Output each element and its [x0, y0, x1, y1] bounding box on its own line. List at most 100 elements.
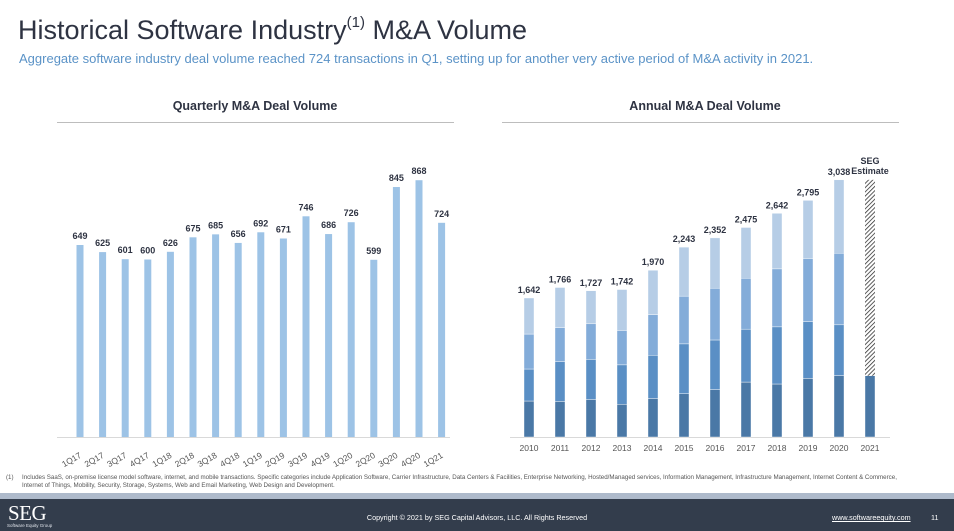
annual-bar-segment-q4	[647, 270, 659, 315]
annual-total-label: 1,642	[518, 285, 541, 295]
annual-bar-segment-q4	[523, 297, 535, 335]
annual-bar-segment-q1	[864, 375, 876, 438]
page-number: 11	[931, 513, 939, 522]
quarterly-bar-label: 724	[434, 209, 449, 219]
seg-logo-subtitle: Software Equity Group	[7, 523, 53, 528]
website-link[interactable]: www.softwareequity.com	[832, 513, 911, 522]
title-tail: M&A Volume	[364, 15, 528, 45]
quarterly-bar	[438, 222, 446, 437]
annual-bar-segment-q4	[833, 179, 845, 254]
annual-bar-segment-q1	[647, 398, 659, 438]
seg-logo: SEG	[8, 501, 47, 525]
annual-total-label: 2,795	[797, 187, 820, 197]
annual-total-label: 1,766	[549, 275, 572, 285]
annual-total-label: 2,243	[673, 234, 696, 244]
quarterly-bar-label: 599	[366, 246, 381, 256]
annual-bar-segment-q1	[771, 383, 783, 438]
annual-tick-label: 2012	[582, 443, 601, 453]
annual-bar-segment-q3	[554, 327, 566, 362]
annual-bar-segment-q1	[833, 375, 845, 438]
annual-bar-segment-q1	[523, 400, 535, 438]
annual-bar-segment-q1	[740, 381, 752, 438]
quarterly-chart-title: Quarterly M&A Deal Volume	[172, 99, 338, 113]
annual-tick-label: 2016	[706, 443, 725, 453]
quarterly-bar	[257, 232, 265, 437]
annual-bar-segment-q4	[585, 290, 597, 325]
annual-total-label: 2,475	[735, 214, 758, 224]
annual-bar-segment-q2	[585, 359, 597, 400]
quarterly-bar	[415, 180, 423, 437]
page-subtitle: Aggregate software industry deal volume …	[19, 51, 814, 66]
page-title: Historical Software Industry(1) M&A Volu…	[18, 14, 527, 46]
quarterly-title-rule	[57, 122, 454, 123]
annual-total-label: 1,970	[642, 257, 665, 267]
annual-bar-segment-q2	[616, 364, 628, 405]
quarterly-bar-label: 675	[185, 223, 200, 233]
annual-bar-segment-q4	[740, 227, 752, 279]
quarterly-bar	[144, 259, 152, 437]
annual-bar-segment-q4	[616, 289, 628, 331]
annual-total-label: 2,352	[704, 225, 727, 235]
annual-tick-label: 2020	[830, 443, 849, 453]
annual-estimate-hatch	[865, 179, 875, 376]
annual-tick-label: 2013	[613, 443, 632, 453]
quarterly-bar-label: 656	[231, 229, 246, 239]
annual-bar-segment-q2	[740, 328, 752, 383]
annual-bar-segment-q1	[678, 393, 690, 438]
footnote: (1) Includes SaaS, on-premise license mo…	[6, 474, 906, 491]
annual-bar-segment-q3	[523, 333, 535, 370]
annual-bar-segment-q2	[647, 355, 659, 399]
quarterly-bar-label: 649	[72, 231, 87, 241]
annual-bar-segment-q1	[709, 389, 721, 438]
quarterly-bar	[279, 238, 287, 437]
annual-tick-label: 2019	[799, 443, 818, 453]
annual-bar-segment-q1	[554, 401, 566, 438]
annual-bar-segment-q3	[616, 330, 628, 366]
annual-bar-segment-q4	[554, 287, 566, 328]
quarterly-bar-label: 600	[140, 245, 155, 255]
annual-bar-segment-q4	[678, 246, 690, 297]
annual-bar-segment-q3	[771, 268, 783, 328]
footnote-text: Includes SaaS, on-premise license model …	[22, 474, 897, 490]
annual-bar-segment-q3	[802, 258, 814, 322]
copyright-text: Copyright © 2021 by SEG Capital Advisors…	[366, 513, 588, 522]
quarterly-bar-label: 692	[253, 218, 268, 228]
quarterly-bar	[99, 252, 107, 437]
quarterly-bar	[234, 242, 242, 437]
annual-bar-segment-q3	[585, 323, 597, 360]
annual-bar-segment-q2	[802, 321, 814, 379]
annual-bar-segment-q1	[802, 378, 814, 438]
quarterly-bar	[325, 234, 333, 437]
annual-bar-segment-q2	[523, 368, 535, 402]
footnote-number: (1)	[6, 474, 14, 481]
annual-tick-label: 2021	[861, 443, 880, 453]
quarterly-bar-label: 845	[389, 173, 404, 183]
annual-tick-label: 2017	[737, 443, 756, 453]
annual-bar-segment-q3	[678, 295, 690, 345]
annual-bar-segment-q2	[771, 326, 783, 385]
quarterly-bar-label: 686	[321, 220, 336, 230]
estimate-label: SEG	[860, 156, 879, 166]
annual-bar-segment-q3	[709, 287, 721, 341]
annual-total-label: 3,038	[828, 167, 851, 177]
annual-bar-segment-q3	[833, 253, 845, 326]
title-footnote-ref: (1)	[346, 14, 365, 31]
quarterly-bar	[347, 222, 355, 437]
quarterly-bar-label: 868	[411, 166, 426, 176]
annual-tick-label: 2018	[768, 443, 787, 453]
annual-bar-segment-q1	[616, 404, 628, 438]
quarterly-bar	[121, 259, 129, 437]
annual-tick-label: 2011	[551, 443, 570, 453]
title-text: Historical Software Industry	[18, 15, 347, 45]
annual-bar-segment-q4	[802, 200, 814, 259]
annual-title-rule	[502, 122, 899, 123]
footer-band	[0, 493, 954, 499]
annual-total-label: 1,742	[611, 277, 634, 287]
quarterly-bar-label: 625	[95, 238, 110, 248]
annual-total-label: 2,642	[766, 200, 789, 210]
quarterly-bar-label: 685	[208, 220, 223, 230]
footer: SEG Software Equity Group Copyright © 20…	[0, 499, 954, 531]
annual-bar-segment-q2	[709, 339, 721, 390]
